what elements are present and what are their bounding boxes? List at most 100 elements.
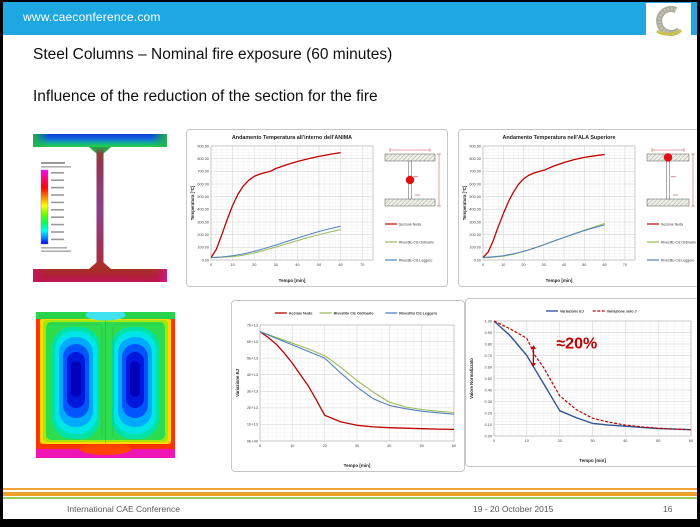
svg-text:200.00: 200.00 [469,233,481,237]
cae-conference-logo [646,3,691,42]
svg-text:Sezione Nuda: Sezione Nuda [661,222,683,226]
svg-text:10: 10 [290,444,294,448]
svg-text:50: 50 [656,439,660,443]
svg-text:0.00: 0.00 [474,258,481,262]
svg-text:2E+13: 2E+13 [247,406,258,410]
svg-text:Temperatura [°C]: Temperatura [°C] [462,185,467,220]
svg-text:200.00: 200.00 [197,233,209,237]
svg-text:0.20: 0.20 [485,411,492,415]
slide-subtitle: Influence of the reduction of the sectio… [33,88,378,105]
svg-text:500.00: 500.00 [197,195,209,199]
svg-text:Variazione EJ: Variazione EJ [235,369,240,397]
svg-text:60: 60 [689,439,693,443]
cold-core-left [52,327,100,439]
svg-text:≈20%: ≈20% [556,336,597,353]
svg-text:Rivestito Cls Leggero: Rivestito Cls Leggero [399,311,438,315]
svg-text:1.00: 1.00 [485,319,492,323]
svg-text:70: 70 [623,263,627,267]
svg-text:Variazione EJ: Variazione EJ [560,309,584,313]
svg-text:300.00: 300.00 [469,220,481,224]
color-scale-legend [40,162,71,252]
svg-text:0: 0 [493,439,495,443]
chart-normalized-comparison: 0 10 20 30 40 50 60 0.00 0.10 0.20 0.30 0.40 0.50 0.6… [465,298,697,467]
svg-text:0.30: 0.30 [485,400,492,404]
svg-text:10: 10 [525,439,529,443]
svg-text:Tempo [min]: Tempo [min] [279,278,306,283]
svg-text:4E+13: 4E+13 [247,373,258,377]
svg-text:1E+13: 1E+13 [247,423,258,427]
svg-text:Sezione Nuda: Sezione Nuda [399,222,421,226]
svg-text:30: 30 [355,444,359,448]
svg-text:Temperatura [°C]: Temperatura [°C] [190,185,195,220]
svg-text:Tempo [min]: Tempo [min] [546,278,573,283]
svg-text:30: 30 [542,263,546,267]
svg-text:30: 30 [274,263,278,267]
svg-text:400.00: 400.00 [469,208,481,212]
svg-text:Tempo [min]: Tempo [min] [579,458,606,463]
svg-text:Andamento Temperatura nell'ALA: Andamento Temperatura nell'ALA Superiore [502,135,615,141]
footer-stripe-orange [3,492,697,496]
svg-text:10: 10 [230,263,234,267]
svg-text:60: 60 [602,263,606,267]
chart-stiffness-ej: 0 10 20 30 40 50 60 0E+00 1E+13 2E+13 3E+13 4E+13 5E… [231,300,465,472]
web [96,147,104,269]
svg-text:300.00: 300.00 [197,220,209,224]
svg-text:100.00: 100.00 [197,246,209,250]
svg-text:Tempo [min]: Tempo [min] [344,463,371,468]
svg-text:Valore Normalizzato: Valore Normalizzato [469,358,474,399]
svg-text:900.00: 900.00 [469,144,481,148]
chart-flange-temperature: 0 10 20 30 40 50 60 70 0.00 100.00 200.00 300.00 400… [458,129,697,287]
svg-text:0: 0 [210,263,212,267]
svg-text:800.00: 800.00 [469,157,481,161]
svg-text:7E+13: 7E+13 [247,323,258,327]
svg-text:700.00: 700.00 [469,170,481,174]
svg-text:Rivestito Cls Ordinario: Rivestito Cls Ordinario [661,240,696,244]
svg-text:900.00: 900.00 [197,144,209,148]
svg-text:0.40: 0.40 [485,388,492,392]
svg-text:0: 0 [259,444,261,448]
svg-text:Rivestito Cls Ordinario: Rivestito Cls Ordinario [334,311,375,315]
svg-text:20: 20 [323,444,327,448]
svg-text:500.00: 500.00 [469,195,481,199]
cold-core-right [111,327,159,439]
svg-text:400.00: 400.00 [197,208,209,212]
svg-text:10: 10 [501,263,505,267]
svg-text:600.00: 600.00 [197,182,209,186]
svg-text:70: 70 [360,263,364,267]
svg-text:20: 20 [558,439,562,443]
footer-stripe-orange-thin [3,488,697,490]
svg-text:20: 20 [521,263,525,267]
svg-text:Rivestito Cls Leggero: Rivestito Cls Leggero [661,258,694,262]
svg-text:40: 40 [562,263,566,267]
slide-title: Steel Columns – Nominal fire exposure (6… [33,46,393,63]
svg-text:0.50: 0.50 [485,377,492,381]
svg-text:Rivestito Cls Ordinario: Rivestito Cls Ordinario [399,240,434,244]
svg-text:5E+13: 5E+13 [247,356,258,360]
logo-swirl-icon [656,5,683,36]
svg-text:3E+13: 3E+13 [247,390,258,394]
svg-text:0E+00: 0E+00 [247,439,258,443]
bottom-black-bar [3,519,697,527]
footer-stripe-green [3,497,697,499]
svg-text:0.00: 0.00 [202,258,209,262]
svg-text:30: 30 [590,439,594,443]
svg-text:Acciaio Nudo: Acciaio Nudo [289,311,313,315]
svg-text:50: 50 [582,263,586,267]
svg-text:700.00: 700.00 [197,170,209,174]
svg-text:100.00: 100.00 [469,246,481,250]
svg-text:0.90: 0.90 [485,331,492,335]
header-bar: www.caeconference.com [3,2,697,35]
footer-page-number: 16 [663,504,673,514]
svg-text:0.10: 0.10 [485,423,492,427]
svg-text:40: 40 [387,444,391,448]
svg-text:50: 50 [420,444,424,448]
svg-text:Variazione solo J: Variazione solo J [607,309,637,313]
svg-text:40: 40 [623,439,627,443]
svg-text:60: 60 [452,444,456,448]
svg-text:0.60: 0.60 [485,365,492,369]
footer-conference: International CAE Conference [67,504,180,514]
svg-text:800.00: 800.00 [197,157,209,161]
svg-text:40: 40 [295,263,299,267]
svg-text:0.80: 0.80 [485,342,492,346]
